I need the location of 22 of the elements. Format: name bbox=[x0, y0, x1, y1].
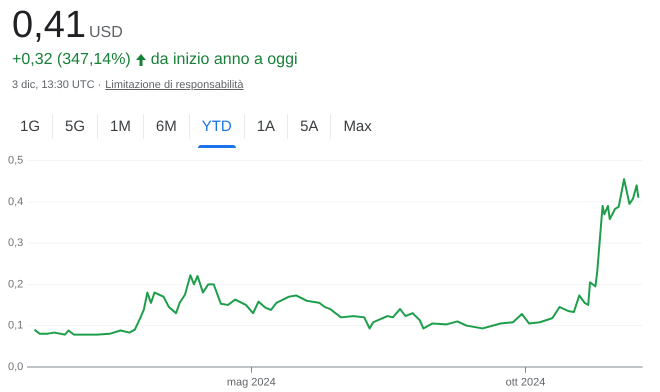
y-tick-label: 0,1 bbox=[8, 320, 24, 332]
text: da inizio anno a oggi bbox=[150, 51, 298, 69]
text: Max bbox=[342, 117, 373, 137]
text: USD bbox=[88, 24, 123, 41]
y-tick-label: 0,0 bbox=[8, 360, 24, 373]
y-tick-label: 0,3 bbox=[8, 237, 24, 250]
text: 1A bbox=[244, 114, 288, 139]
y-tick-label: 0,4 bbox=[8, 196, 24, 208]
text: YTD bbox=[190, 114, 245, 139]
text: Limitazione di responsabilità bbox=[105, 79, 244, 91]
text: 3 dic, 13:30 UTC · bbox=[12, 79, 102, 91]
text: 1G bbox=[8, 114, 54, 139]
text: +0,32 (347,14%) bbox=[12, 51, 131, 69]
y-tick-label: 0,2 bbox=[8, 278, 24, 290]
text: 5A bbox=[288, 114, 332, 139]
text: 5G bbox=[53, 114, 98, 139]
y-tick-label: 0,5 bbox=[8, 154, 24, 167]
chart-title: 0,41 bbox=[12, 4, 86, 46]
text: 6M bbox=[144, 114, 190, 139]
text: 1M bbox=[98, 114, 144, 139]
x-tick-label: ott 2024 bbox=[506, 376, 546, 388]
x-tick-label: mag 2024 bbox=[226, 376, 276, 388]
